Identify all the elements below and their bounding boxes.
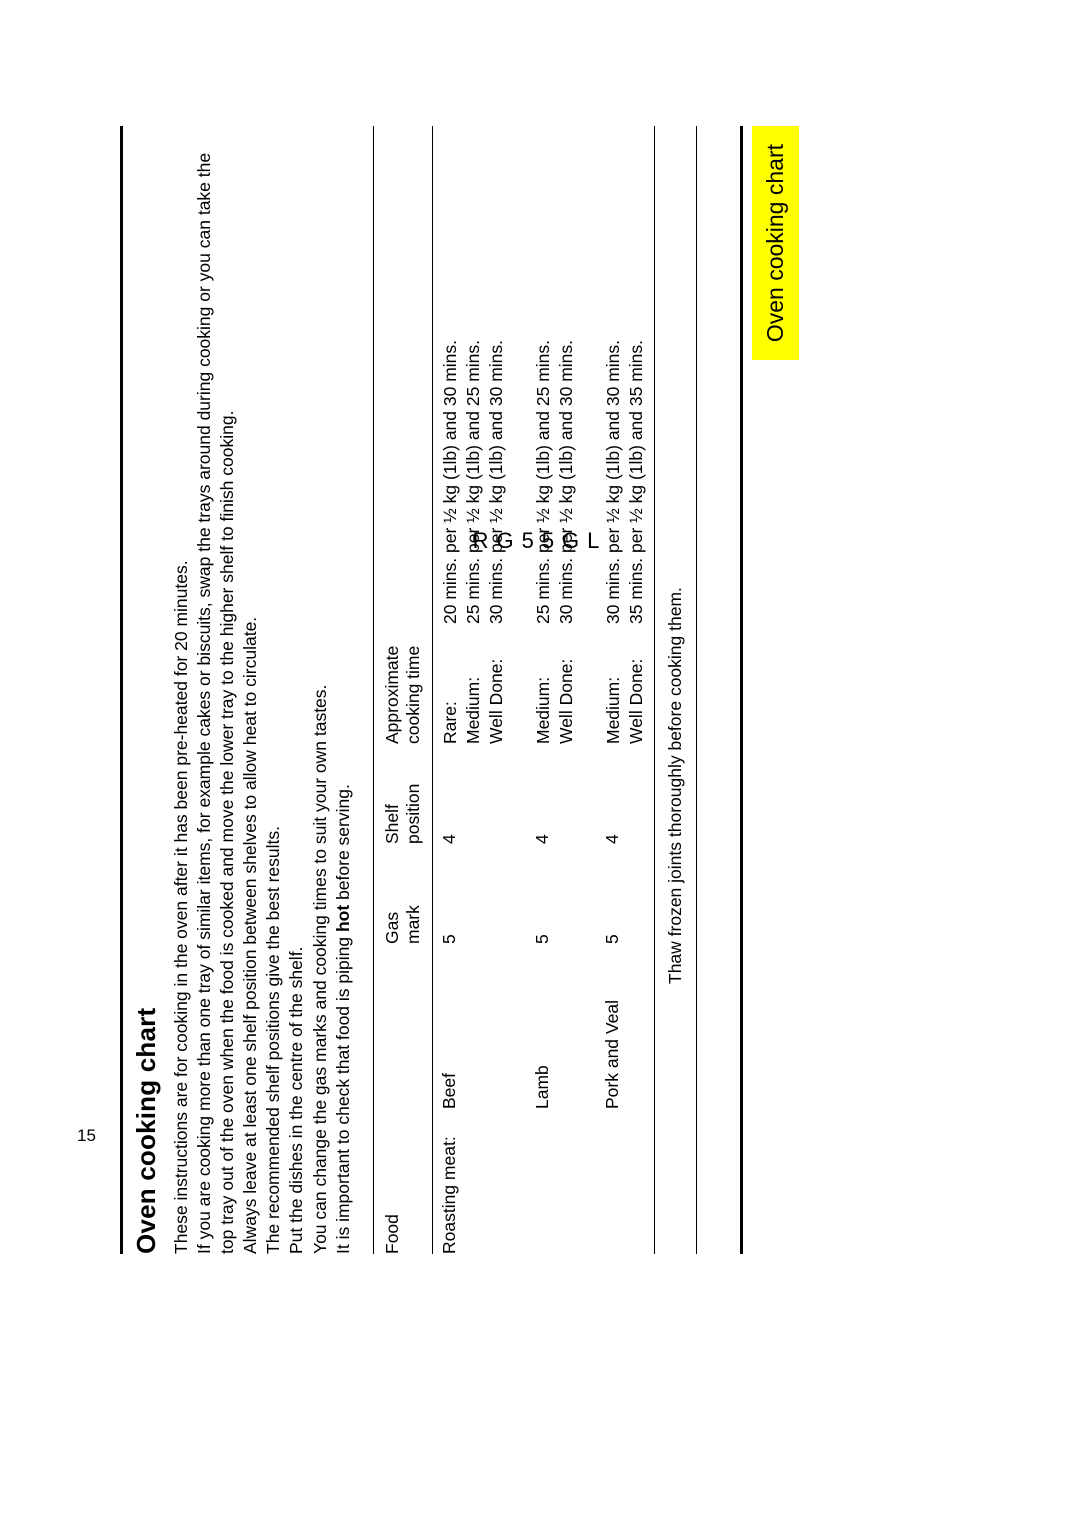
cell-item: Lamb <box>526 944 584 1109</box>
section-tab: Oven cooking chart <box>752 126 799 360</box>
col-gas: Gasmark <box>373 844 432 944</box>
doneness-label: Well Done: <box>485 632 508 744</box>
footnote: Thaw frozen joints thoroughly before coo… <box>655 126 697 1254</box>
cell-item: Beef <box>432 944 514 1109</box>
table-row: Pork and Veal54Medium:Well Done:30 mins.… <box>596 126 655 1254</box>
cell-gas: 5 <box>526 844 584 944</box>
cell-food: Roasting meat: <box>432 1109 514 1254</box>
cell-doneness: Rare:Medium:Well Done: <box>432 624 514 744</box>
page-number: 15 <box>77 1126 96 1146</box>
table-body: Roasting meat:Beef54Rare:Medium:Well Don… <box>432 126 697 1254</box>
time-value: 30 mins. per ½ kg (1lb) and 30 mins. <box>602 134 625 624</box>
col-approx: Approximatecooking time <box>373 624 432 744</box>
intro-line: If you are cooking more than one tray of… <box>193 126 239 1254</box>
time-value: 30 mins. per ½ kg (1lb) and 30 mins. <box>485 134 508 624</box>
col-shelf: Shelfposition <box>373 744 432 844</box>
cell-gas: 5 <box>432 844 514 944</box>
cell-food <box>526 1109 584 1254</box>
cell-time: 25 mins. per ½ kg (1lb) and 25 mins.30 m… <box>526 126 584 624</box>
time-value: 25 mins. per ½ kg (1lb) and 25 mins. <box>462 134 485 624</box>
intro-hot: hot <box>333 905 353 932</box>
cell-doneness: Medium:Well Done: <box>596 624 655 744</box>
intro-line: Put the dishes in the centre of the shel… <box>285 126 308 1254</box>
doneness-label: Well Done: <box>625 632 648 744</box>
page: RG55GL 15 Oven cooking chart These instr… <box>0 0 1080 1528</box>
intro-text: before serving. <box>333 784 353 905</box>
col-label: Gas <box>382 912 402 944</box>
col-label: cooking time <box>403 646 423 744</box>
doneness-label: Medium: <box>532 632 555 744</box>
page-title: Oven cooking chart <box>131 126 162 1254</box>
cooking-chart-table: Food Gasmark Shelfposition Approximateco… <box>373 126 698 1254</box>
intro-line: These instructions are for cooking in th… <box>170 126 193 1254</box>
rule-bottom-thick <box>740 126 743 1254</box>
intro-paragraphs: These instructions are for cooking in th… <box>170 126 355 1254</box>
time-value: 35 mins. per ½ kg (1lb) and 35 mins. <box>625 134 648 624</box>
cell-shelf: 4 <box>432 744 514 844</box>
cell-food <box>596 1109 655 1254</box>
footer-block: Oven cooking chart <box>740 126 800 1254</box>
col-blank <box>373 944 432 1109</box>
intro-line: It is important to check that food is pi… <box>332 126 355 1254</box>
cell-doneness: Medium:Well Done: <box>526 624 584 744</box>
rule-top <box>120 126 123 1254</box>
cell-time: 20 mins. per ½ kg (1lb) and 30 mins.25 m… <box>432 126 514 624</box>
col-label: position <box>403 784 423 844</box>
table-row-spacer <box>584 126 596 1254</box>
col-label: Food <box>382 1214 402 1254</box>
intro-line: Always leave at least one shelf position… <box>239 126 262 1254</box>
doneness-label: Well Done: <box>555 632 578 744</box>
intro-line: The recommended shelf positions give the… <box>262 126 285 1254</box>
cell-gas: 5 <box>596 844 655 944</box>
table-row-spacer <box>514 126 526 1254</box>
col-food: Food <box>373 1109 432 1254</box>
doneness-label: Medium: <box>602 632 625 744</box>
doneness-label: Medium: <box>462 632 485 744</box>
cell-shelf: 4 <box>596 744 655 844</box>
cell-time: 30 mins. per ½ kg (1lb) and 30 mins.35 m… <box>596 126 655 624</box>
table-head: Food Gasmark Shelfposition Approximateco… <box>373 126 432 1254</box>
col-label: Shelf <box>382 804 402 844</box>
cell-item: Pork and Veal <box>596 944 655 1109</box>
time-value: 30 mins. per ½ kg (1lb) and 30 mins. <box>555 134 578 624</box>
time-value: 20 mins. per ½ kg (1lb) and 30 mins. <box>439 134 462 624</box>
intro-line: You can change the gas marks and cooking… <box>309 126 332 1254</box>
col-label: Approximate <box>382 646 402 744</box>
table-row: Lamb54Medium:Well Done:25 mins. per ½ kg… <box>526 126 584 1254</box>
cell-shelf: 4 <box>526 744 584 844</box>
col-time <box>373 126 432 624</box>
time-value: 25 mins. per ½ kg (1lb) and 25 mins. <box>532 134 555 624</box>
doneness-label: Rare: <box>439 632 462 744</box>
table-footnote-row: Thaw frozen joints thoroughly before coo… <box>655 126 697 1254</box>
col-label: mark <box>403 905 423 944</box>
intro-text: It is important to check that food is pi… <box>333 932 353 1254</box>
table-header-row: Food Gasmark Shelfposition Approximateco… <box>373 126 432 1254</box>
table-row: Roasting meat:Beef54Rare:Medium:Well Don… <box>432 126 514 1254</box>
content-block: Oven cooking chart These instructions ar… <box>120 126 740 1254</box>
